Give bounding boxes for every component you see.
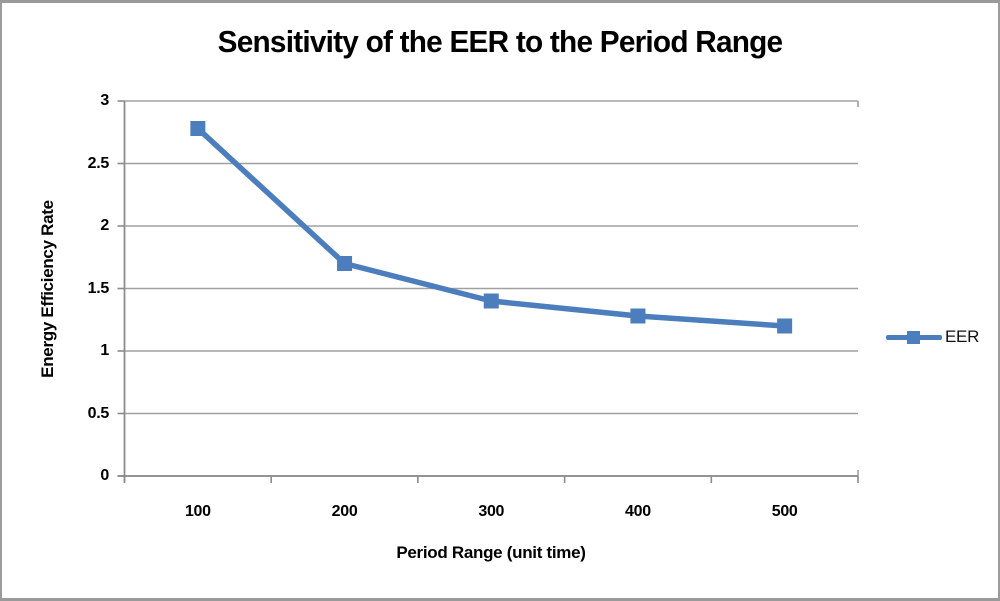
y-tick-label: 1 [100, 342, 109, 359]
legend-label: EER [945, 327, 980, 346]
data-point-marker [483, 293, 499, 309]
legend-key-sample [886, 328, 942, 346]
x-tick-label: 500 [771, 503, 798, 520]
plot-area [117, 100, 859, 483]
x-tick-label: 400 [625, 503, 651, 520]
y-tick-label: 2 [100, 217, 109, 234]
data-point-marker [337, 256, 353, 271]
y-tick-label: 0.5 [87, 404, 110, 422]
data-point-marker [630, 308, 646, 324]
y-tick-label: 2.5 [87, 154, 110, 172]
data-point-marker [190, 121, 206, 136]
data-point-marker [777, 318, 793, 334]
legend-square-marker-icon [907, 330, 920, 344]
x-tick-label: 200 [331, 503, 358, 520]
y-tick-label: 3 [100, 92, 109, 109]
x-tick-label: 100 [184, 503, 211, 520]
y-tick-label: 0 [100, 467, 109, 484]
x-tick-label: 300 [478, 503, 505, 520]
y-tick-label: 1.5 [87, 279, 110, 297]
chart-title: Sensitivity of the EER to the Period Ran… [217, 24, 783, 59]
legend: EER [886, 328, 979, 346]
x-axis-title: Period Range (unit time) [396, 543, 586, 562]
